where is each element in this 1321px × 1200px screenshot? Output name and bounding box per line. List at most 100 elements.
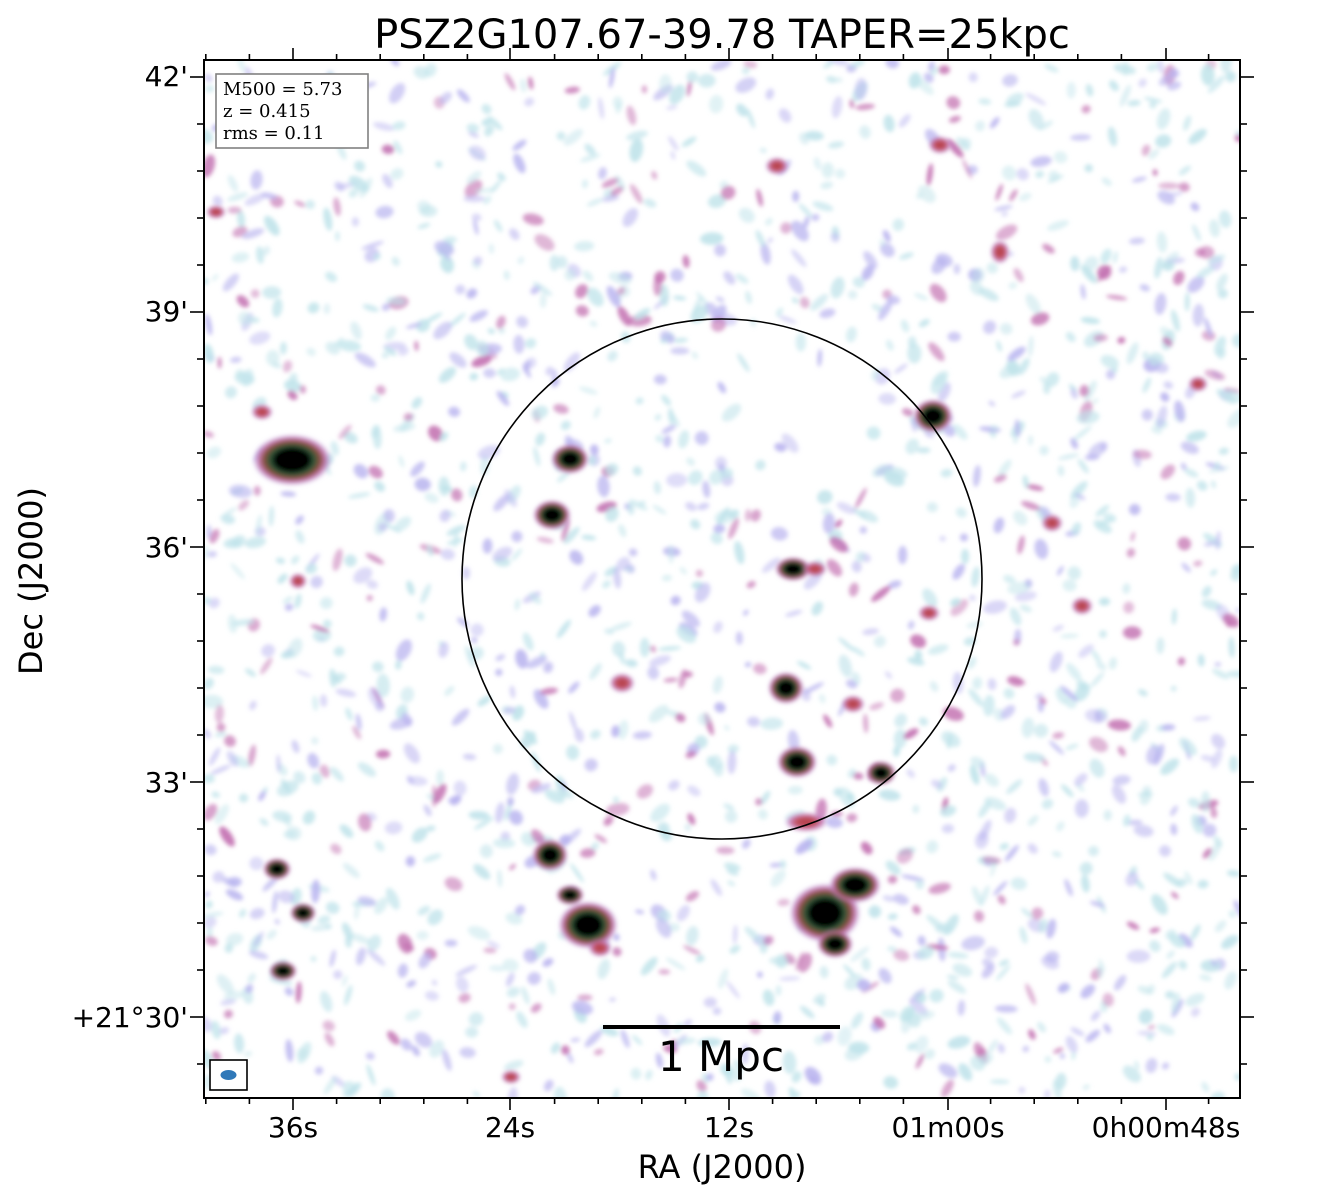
noise-blob: [747, 716, 760, 727]
source-misc-4: [289, 573, 307, 589]
noise-blob: [225, 386, 237, 399]
noise-blob: [1039, 376, 1048, 384]
noise-blob: [1148, 149, 1160, 160]
noise-blob: [979, 819, 992, 842]
noise-blob: [955, 507, 967, 518]
noise-blob: [797, 661, 812, 670]
noise-blob: [492, 546, 513, 562]
noise-blob: [855, 103, 875, 111]
noise-blob: [440, 548, 455, 561]
y-tick-label: +21°30': [72, 1001, 188, 1034]
noise-blob: [514, 598, 520, 611]
noise-blob: [498, 327, 506, 334]
noise-blob: [1119, 84, 1131, 107]
noise-blob: [1019, 604, 1032, 613]
noise-blob: [1131, 726, 1143, 742]
noise-blob: [439, 91, 452, 104]
noise-blob: [1003, 574, 1016, 584]
noise-blob: [1146, 62, 1159, 72]
noise-blob: [593, 1048, 604, 1056]
noise-blob: [626, 105, 637, 126]
noise-blob: [1046, 220, 1070, 231]
noise-blob: [373, 253, 381, 261]
noise-blob: [893, 949, 910, 961]
noise-blob: [553, 1086, 567, 1098]
noise-blob: [1228, 636, 1235, 658]
noise-blob: [929, 681, 939, 692]
noise-blob: [653, 275, 663, 296]
noise-blob: [1227, 408, 1240, 428]
noise-blob: [744, 508, 751, 522]
noise-blob: [290, 887, 302, 906]
source-bottom-2b: [556, 885, 584, 905]
noise-blob: [686, 160, 707, 177]
noise-blob: [219, 826, 235, 847]
noise-blob: [1134, 1060, 1140, 1070]
noise-blob: [675, 1037, 696, 1045]
noise-blob: [1070, 134, 1092, 141]
noise-blob: [1009, 189, 1018, 202]
noise-blob: [581, 534, 597, 541]
noise-blob: [738, 207, 755, 223]
noise-blob: [1027, 843, 1038, 854]
noise-blob: [503, 706, 516, 715]
noise-blob: [438, 641, 449, 658]
noise-blob: [355, 947, 366, 966]
source-top-2: [928, 136, 952, 154]
noise-blob: [338, 424, 352, 440]
noise-blob: [817, 348, 823, 367]
noise-blob: [819, 965, 829, 979]
noise-blob: [584, 1030, 603, 1048]
noise-blob: [448, 312, 466, 328]
noise-blob: [918, 185, 936, 203]
noise-blob: [568, 681, 580, 694]
noise-blob: [323, 303, 331, 315]
noise-blob: [1097, 264, 1112, 280]
noise-texture: [204, 60, 1240, 1098]
noise-blob: [673, 295, 687, 301]
noise-blob: [1081, 874, 1090, 893]
noise-blob: [519, 78, 527, 93]
noise-blob: [814, 1035, 825, 1046]
noise-blob: [1042, 243, 1055, 254]
noise-blob: [774, 442, 787, 452]
noise-blob: [224, 943, 234, 953]
noise-blob: [1167, 81, 1182, 91]
noise-blob: [212, 195, 223, 207]
noise-blob: [1193, 560, 1203, 567]
noise-blob: [942, 706, 964, 721]
noise-blob: [695, 569, 703, 578]
noise-blob: [354, 902, 360, 920]
noise-blob: [996, 340, 1002, 352]
noise-blob: [846, 679, 858, 689]
noise-blob: [248, 744, 256, 767]
noise-blob: [1075, 493, 1086, 500]
noise-blob: [245, 984, 254, 994]
noise-blob: [826, 60, 849, 66]
noise-blob: [887, 913, 898, 920]
noise-blob: [366, 1064, 376, 1086]
noise-blob: [990, 425, 999, 430]
noise-blob: [706, 1073, 714, 1081]
noise-blob: [679, 566, 687, 575]
noise-blob: [969, 594, 976, 602]
noise-blob: [1013, 267, 1024, 283]
source-bottom-2: [558, 901, 618, 949]
noise-blob: [1017, 535, 1025, 555]
noise-blob: [414, 340, 419, 352]
noise-blob: [947, 331, 961, 342]
noise-blob: [836, 502, 856, 514]
noise-blob: [743, 609, 749, 616]
noise-blob: [238, 311, 252, 326]
noise-blob: [1224, 971, 1237, 990]
noise-blob: [939, 535, 946, 542]
noise-blob: [669, 84, 686, 105]
noise-blob: [878, 968, 892, 984]
noise-blob: [728, 517, 739, 540]
noise-blob: [1053, 1047, 1064, 1054]
noise-blob: [938, 382, 951, 402]
noise-blob: [317, 915, 331, 925]
noise-blob: [333, 646, 345, 657]
noise-blob: [984, 946, 999, 959]
noise-blob: [511, 530, 523, 543]
